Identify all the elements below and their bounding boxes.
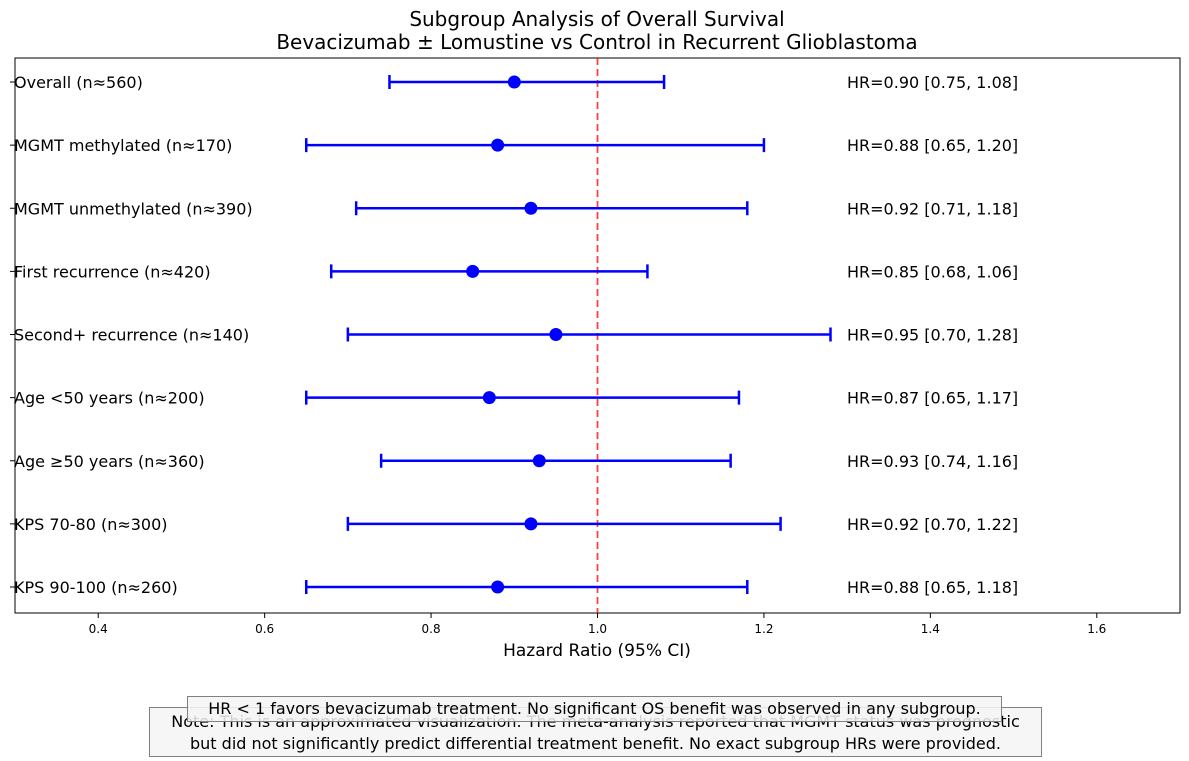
hr-point xyxy=(482,391,496,405)
chart-title: Subgroup Analysis of Overall Survival xyxy=(409,7,784,31)
x-tick-label: 0.8 xyxy=(422,622,441,636)
hr-point xyxy=(491,138,505,152)
hr-value-label: HR=0.88 [0.65, 1.20] xyxy=(847,136,1018,155)
subgroup-label: Age <50 years (n≈200) xyxy=(14,389,205,408)
hr-point xyxy=(491,580,505,594)
hr-value-label: HR=0.95 [0.70, 1.28] xyxy=(847,326,1018,345)
x-tick-label: 1.0 xyxy=(588,622,607,636)
hr-value-label: HR=0.90 [0.75, 1.08] xyxy=(847,73,1018,92)
hr-point xyxy=(524,517,538,531)
hr-value-label: HR=0.88 [0.65, 1.18] xyxy=(847,578,1018,597)
hr-point xyxy=(466,264,480,278)
hr-value-label: HR=0.87 [0.65, 1.17] xyxy=(847,389,1018,408)
hr-interpretation-note-text: HR < 1 favors bevacizumab treatment. No … xyxy=(208,699,981,718)
hr-value-label: HR=0.92 [0.71, 1.18] xyxy=(847,199,1018,218)
subgroup-label: Age ≥50 years (n≈360) xyxy=(14,452,205,471)
x-axis-label: Hazard Ratio (95% CI) xyxy=(503,641,691,661)
subgroup-label: First recurrence (n≈420) xyxy=(14,262,211,281)
x-tick-label: 1.4 xyxy=(921,622,940,636)
hr-value-label: HR=0.93 [0.74, 1.16] xyxy=(847,452,1018,471)
x-tick-label: 0.6 xyxy=(255,622,274,636)
x-tick-label: 1.6 xyxy=(1087,622,1106,636)
hr-point xyxy=(532,454,546,468)
subgroup-label: Overall (n≈560) xyxy=(14,73,143,92)
x-tick-label: 0.4 xyxy=(89,622,108,636)
hr-point xyxy=(507,75,521,89)
subgroup-label: KPS 90-100 (n≈260) xyxy=(14,578,178,597)
approximation-note-line-2: but did not significantly predict differ… xyxy=(190,734,1001,753)
hr-point xyxy=(524,201,538,215)
x-axis-ticks: 0.4 0.6 0.8 1.0 1.2 1.4 1.6 xyxy=(89,613,1106,636)
subgroup-label: MGMT methylated (n≈170) xyxy=(14,136,232,155)
hr-point xyxy=(549,328,563,341)
subgroup-rows: Overall (n≈560) HR=0.90 [0.75, 1.08] MGMT … xyxy=(10,73,1018,597)
hr-value-label: HR=0.85 [0.68, 1.06] xyxy=(847,262,1018,281)
hr-value-label: HR=0.92 [0.70, 1.22] xyxy=(847,515,1018,534)
x-tick-label: 1.2 xyxy=(754,622,773,636)
hr-interpretation-note: HR < 1 favors bevacizumab treatment. No … xyxy=(187,696,1002,722)
subgroup-label: MGMT unmethylated (n≈390) xyxy=(14,199,253,218)
subgroup-label: Second+ recurrence (n≈140) xyxy=(14,326,249,345)
subgroup-label: KPS 70-80 (n≈300) xyxy=(14,515,168,534)
chart-subtitle: Bevacizumab ± Lomustine vs Control in Re… xyxy=(276,30,917,54)
